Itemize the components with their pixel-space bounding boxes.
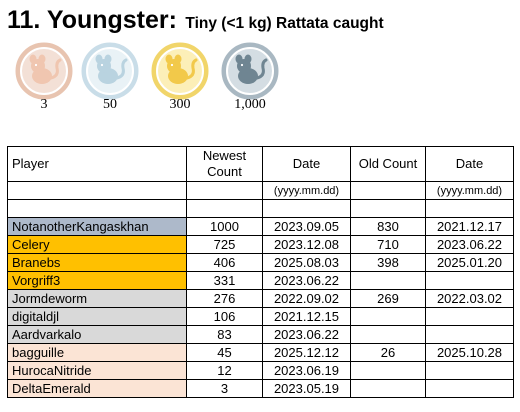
newest-count-cell: 725 [186,235,263,254]
player-cell: NotanotherKangaskhan [7,217,187,236]
newest-count-cell: 12 [186,361,263,380]
old-date-cell [425,361,514,380]
old-count-cell [350,379,426,398]
old-count-cell [350,325,426,344]
player-cell: Vorgriff3 [7,271,187,290]
newest-count-cell: 45 [186,343,263,362]
column-header-old-count: Old Count [350,146,426,182]
date-cell: 2025.08.03 [262,253,351,272]
subheader-row: (yyyy.mm.dd) (yyyy.mm.dd) [7,181,514,200]
old-date-cell [425,379,514,398]
table-row: bagguille 45 2025.12.12 26 2025.10.28 [7,343,514,362]
newest-count-cell: 3 [186,379,263,398]
old-date-cell: 2022.03.02 [425,289,514,308]
subheader-empty [186,181,263,200]
old-count-cell: 710 [350,235,426,254]
old-date-cell [425,271,514,290]
table-row: Jormdeworm 276 2022.09.02 269 2022.03.02 [7,289,514,308]
player-cell: digitaldjl [7,307,187,326]
newest-count-cell: 331 [186,271,263,290]
old-count-cell [350,361,426,380]
subheader-empty [350,181,426,200]
column-header-old-date: Date [425,146,514,182]
date-cell: 2021.12.15 [262,307,351,326]
newest-count-cell: 406 [186,253,263,272]
player-cell: bagguille [7,343,187,362]
newest-count-cell: 83 [186,325,263,344]
date-cell: 2023.06.22 [262,271,351,290]
table-row: Celery 725 2023.12.08 710 2023.06.22 [7,235,514,254]
medal-bronze-icon [13,40,75,102]
column-header-date: Date [262,146,351,182]
table-row: NotanotherKangaskhan 1000 2023.09.05 830 202… [7,217,514,236]
player-cell: Jormdeworm [7,289,187,308]
subheader-empty [7,181,187,200]
medal-silver-icon [79,40,141,102]
column-header-player: Player [7,146,187,182]
date-cell: 2022.09.02 [262,289,351,308]
table-row: Vorgriff3 331 2023.06.22 [7,271,514,290]
old-count-cell: 830 [350,217,426,236]
date-cell: 2023.09.05 [262,217,351,236]
date-cell: 2025.12.12 [262,343,351,362]
old-date-cell: 2023.06.22 [425,235,514,254]
medal-platinum-icon [219,40,281,102]
old-count-cell: 398 [350,253,426,272]
medal-gold-icon [149,40,211,102]
date-format-hint: (yyyy.mm.dd) [262,181,351,200]
player-cell: HurocaNitride [7,361,187,380]
page-title: 11. Youngster: Tiny (<1 kg) Rattata caug… [7,6,384,35]
player-cell: Branebs [7,253,187,272]
spacer-row [7,199,514,218]
leaderboard-table: Player Newest Count Date Old Count Date … [7,146,514,398]
old-count-cell: 269 [350,289,426,308]
date-cell: 2023.12.08 [262,235,351,254]
title-main: 11. Youngster: [7,6,177,34]
table-row: HurocaNitride 12 2023.06.19 [7,361,514,380]
old-date-cell: 2021.12.17 [425,217,514,236]
old-count-cell: 26 [350,343,426,362]
medal-silver-threshold: 50 [103,97,117,112]
player-cell: DeltaEmerald [7,379,187,398]
table-row: digitaldjl 106 2021.12.15 [7,307,514,326]
newest-count-cell: 1000 [186,217,263,236]
column-header-newest-count: Newest Count [186,146,263,182]
old-date-cell [425,307,514,326]
table-row: Aardvarkalo 83 2023.06.22 [7,325,514,344]
table-row: DeltaEmerald 3 2023.05.19 [7,379,514,398]
old-date-cell: 2025.01.20 [425,253,514,272]
medal-gold-threshold: 300 [169,97,191,112]
player-cell: Aardvarkalo [7,325,187,344]
newest-count-cell: 276 [186,289,263,308]
newest-count-cell: 106 [186,307,263,326]
date-cell: 2023.06.22 [262,325,351,344]
medal-platinum-threshold: 1,000 [234,97,266,112]
old-date-cell: 2025.10.28 [425,343,514,362]
date-cell: 2023.05.19 [262,379,351,398]
medal-bronze-threshold: 3 [40,97,48,112]
old-date-cell [425,325,514,344]
old-count-cell [350,307,426,326]
old-count-cell [350,271,426,290]
title-subtitle: Tiny (<1 kg) Rattata caught [185,15,384,32]
player-cell: Celery [7,235,187,254]
header-row: Player Newest Count Date Old Count Date [7,146,514,182]
old-date-format-hint: (yyyy.mm.dd) [425,181,514,200]
table-row: Branebs 406 2025.08.03 398 2025.01.20 [7,253,514,272]
date-cell: 2023.06.19 [262,361,351,380]
